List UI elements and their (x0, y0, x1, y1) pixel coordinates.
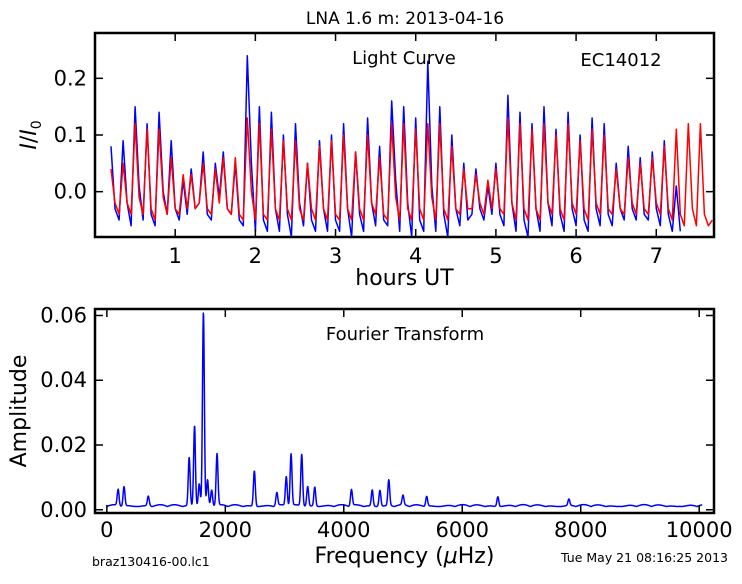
ft-xtick-label: 10000 (666, 518, 733, 542)
lc-xtick-label: 4 (409, 244, 422, 268)
fourier-panel: 0 2000 4000 6000 8000 10000 0.00 0.02 0.04 0.06 Fr… (7, 303, 733, 569)
ft-ytick-label: 0.04 (40, 368, 87, 392)
ft-ytick-label: 0.00 (40, 498, 87, 522)
lc-series-1-line (110, 54, 682, 237)
lc-xtick-label: 2 (249, 244, 262, 268)
lc-ylabel-slash: / (17, 135, 42, 143)
ft-ylabel: Amplitude (7, 355, 32, 468)
ft-xtick-label: 8000 (554, 518, 607, 542)
lc-ylabel-num: I (17, 143, 42, 150)
lc-ylabel: I/I0 (17, 120, 45, 149)
lc-xtick-label: 1 (168, 244, 181, 268)
ft-xtick-label: 0 (100, 518, 113, 542)
ft-xlabel-pre: Frequency ( (315, 544, 444, 569)
footer-filename: braz130416-00.lc1 (92, 554, 210, 569)
lc-plot-area (110, 54, 714, 237)
ft-xtick-label: 6000 (436, 518, 489, 542)
ft-series-1-line (106, 312, 703, 508)
ft-frame (93, 307, 716, 515)
ft-xlabel-mu: μ (443, 544, 458, 569)
lc-xtick-label: 6 (569, 244, 582, 268)
lc-xtick-label: 7 (650, 244, 663, 268)
ft-ytick-label: 0.02 (40, 433, 87, 457)
lc-ytick-label: 0.1 (54, 123, 87, 147)
lc-ylabel-den: I (17, 129, 42, 136)
footer-timestamp: Tue May 21 08:16:25 2013 (560, 550, 728, 565)
ft-plot-area (106, 312, 703, 508)
lc-annotation: Light Curve (352, 48, 456, 69)
ft-xlabel: Frequency (μHz) (315, 544, 495, 569)
lc-xtick-label: 5 (489, 244, 502, 268)
ft-xtick-label: 2000 (199, 518, 252, 542)
figure-title: LNA 1.6 m: 2013-04-16 (306, 9, 504, 29)
ft-annotation: Fourier Transform (326, 324, 484, 345)
ft-xlabel-post: Hz) (458, 544, 495, 569)
lc-series-2-line (110, 117, 714, 227)
lc-xlabel: hours UT (355, 266, 454, 291)
lc-ylabel-sub: 0 (29, 120, 45, 129)
lc-ytick-label: 0.2 (54, 66, 87, 90)
lc-ytick-label: 0.0 (54, 180, 87, 204)
lc-object-label: EC14012 (580, 50, 661, 71)
ft-xtick-label: 4000 (317, 518, 370, 542)
ft-ytick-label: 0.06 (40, 303, 87, 327)
lc-xtick-label: 3 (329, 244, 342, 268)
